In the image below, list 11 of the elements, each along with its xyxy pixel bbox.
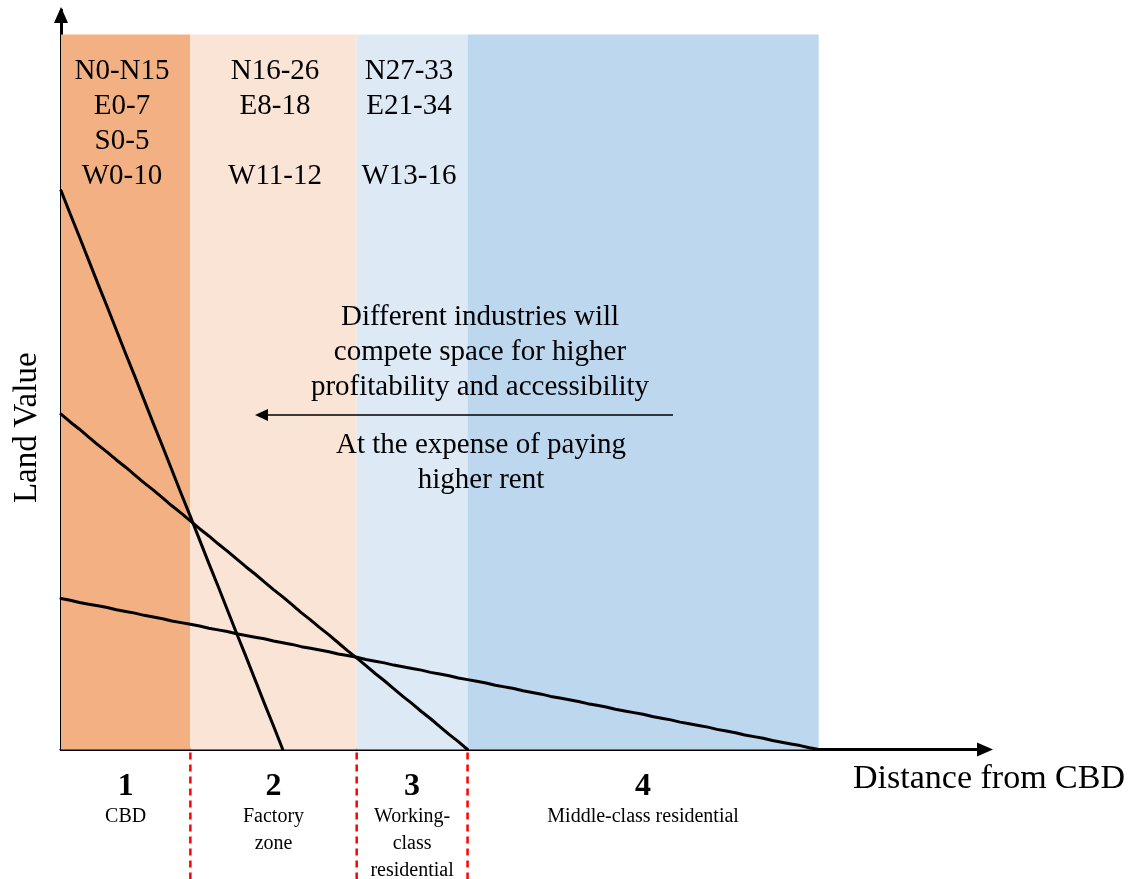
annotation: Different industries will compete space for higher profitability and accessibility — [310, 298, 650, 401]
x-tick-label: 4 Middle-class residential — [547, 765, 740, 826]
text: N16-26 E8-18 W11-12 — [228, 52, 322, 190]
y-axis-title: Land Value — [6, 352, 43, 504]
text: N27-33 E21-34 W13-16 — [361, 52, 457, 190]
x-tick-label: 2 Factory zone — [242, 765, 305, 853]
annotation: At the expense of paying higher rent — [336, 426, 626, 494]
text: N0-N15 E0-7 S0-5 W0-10 — [74, 52, 170, 190]
x-tick-label: 3 Working- class residential — [370, 765, 455, 879]
x-tick-label: 1 CBD — [105, 765, 147, 826]
x-axis-title: Distance from CBD — [853, 758, 1125, 795]
